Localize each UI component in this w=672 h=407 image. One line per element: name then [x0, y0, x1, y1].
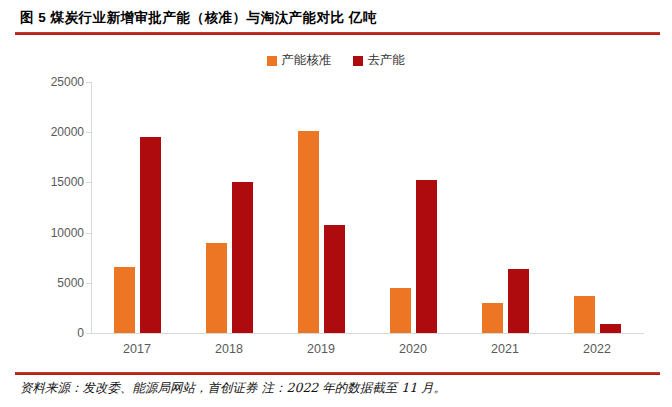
y-tick-label: 10000 [24, 226, 84, 240]
y-tick-label: 15000 [24, 175, 84, 189]
y-tick-mark [86, 182, 91, 183]
bar-产能核准-2022 [574, 296, 595, 333]
x-tick-label: 2022 [551, 342, 643, 356]
bar-去产能-2017 [140, 137, 161, 333]
bar-产能核准-2019 [298, 131, 319, 333]
y-tick-label: 25000 [24, 75, 84, 89]
footer-divider [15, 372, 660, 375]
bar-产能核准-2020 [390, 288, 411, 333]
bar-去产能-2021 [508, 269, 529, 333]
figure-container: 图 5 煤炭行业新增审批产能（核准）与淘汰产能对比 亿吨 产能核准去产能 050… [0, 0, 672, 407]
y-axis [91, 82, 92, 333]
y-tick-mark [86, 132, 91, 133]
bar-产能核准-2018 [206, 243, 227, 333]
x-tick-label: 2019 [275, 342, 367, 356]
bar-产能核准-2017 [114, 267, 135, 333]
x-tick-label: 2021 [459, 342, 551, 356]
y-tick-label: 20000 [24, 125, 84, 139]
bar-产能核准-2021 [482, 303, 503, 333]
bar-去产能-2019 [324, 225, 345, 333]
y-tick-mark [86, 82, 91, 83]
x-tick-label: 2020 [367, 342, 459, 356]
bar-去产能-2020 [416, 180, 437, 333]
y-tick-mark [86, 233, 91, 234]
bar-chart: 0500010000150002000025000201720182019202… [0, 0, 672, 407]
x-tick-label: 2017 [91, 342, 183, 356]
y-tick-mark [86, 283, 91, 284]
source-note: 资料来源：发改委、能源局网站，首创证券 注：2022 年的数据截至 11 月。 [20, 380, 446, 397]
y-tick-mark [86, 333, 91, 334]
bar-去产能-2022 [600, 324, 621, 333]
y-tick-label: 5000 [24, 276, 84, 290]
x-tick-label: 2018 [183, 342, 275, 356]
bar-去产能-2018 [232, 182, 253, 333]
x-axis [91, 333, 644, 334]
y-tick-label: 0 [24, 326, 84, 340]
